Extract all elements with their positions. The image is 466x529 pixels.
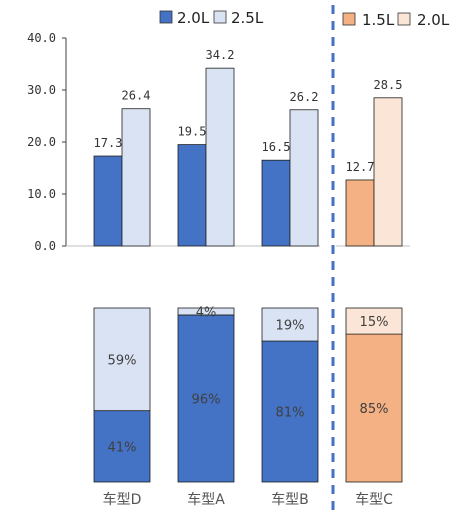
legend-swatch-2.0L (159, 10, 173, 24)
legend-swatch-2.0L-c (397, 12, 411, 26)
stack-bottom-车型D (93, 410, 151, 483)
category-label: 车型B (271, 491, 309, 508)
stack-bottom-车型C (345, 333, 403, 483)
legend-label-2.5L: 2.5L (231, 9, 264, 27)
data-label-车型B-1: 16.5 (262, 140, 291, 154)
data-label-车型B-2: 26.2 (290, 90, 319, 104)
stack-bottom-label-车型C: 85% (360, 402, 389, 417)
y-tick-label: 30.0 (27, 83, 56, 97)
category-label: 车型A (187, 491, 225, 508)
legend-label-2.0L: 2.0L (177, 9, 210, 27)
y-tick-label: 40.0 (27, 31, 56, 45)
stack-top-label-车型A: 4% (196, 305, 217, 320)
bar-车型C-2 (373, 97, 403, 247)
data-label-车型D-1: 17.3 (94, 136, 123, 150)
y-tick-label: 10.0 (27, 187, 56, 201)
stack-top-label-车型D: 59% (108, 353, 137, 368)
stack-bottom-label-车型D: 41% (108, 440, 137, 455)
stack-top-label-车型B: 19% (276, 319, 305, 334)
stack-bottom-label-车型B: 81% (276, 406, 305, 421)
bar-车型A-2 (205, 67, 235, 247)
legend-right: 1.5L 2.0L (342, 11, 450, 29)
data-label-车型D-2: 26.4 (122, 89, 151, 103)
stack-top-车型C (345, 307, 403, 335)
data-label-车型C-2: 28.5 (374, 78, 403, 92)
legend-swatch-2.5L (213, 10, 227, 24)
stack-bottom-label-车型A: 96% (192, 392, 221, 407)
stack-top-label-车型C: 15% (360, 315, 389, 330)
stack-top-车型A (177, 307, 235, 316)
y-axis: 0.0 10.0 20.0 30.0 40.0 (27, 31, 67, 253)
legend-left: 2.0L 2.5L (159, 9, 264, 27)
data-label-车型A-1: 19.5 (178, 125, 207, 139)
bar-车型B-2 (289, 109, 319, 247)
y-tick-label: 20.0 (27, 135, 56, 149)
legend-label-2.0L-c: 2.0L (417, 11, 450, 29)
stack-bottom-车型A (177, 314, 235, 483)
bar-车型B-1 (261, 159, 291, 247)
data-label-车型A-2: 34.2 (206, 48, 235, 62)
bottom-bars: 41% 59% 96% 4% 81% 19% 85% 15% (93, 305, 403, 483)
category-labels: 车型D 车型A 车型B 车型C (103, 491, 393, 508)
stack-bottom-车型B (261, 340, 319, 483)
category-label: 车型D (103, 491, 142, 508)
bar-车型D-1 (93, 155, 123, 247)
data-label-车型C-1: 12.7 (346, 160, 375, 174)
category-label: 车型C (355, 491, 393, 508)
legend-swatch-1.5L (342, 12, 356, 26)
bar-车型D-2 (121, 108, 151, 247)
stack-top-车型D (93, 307, 151, 412)
bar-车型C-1 (345, 179, 375, 247)
bar-车型A-1 (177, 144, 207, 247)
top-bars: 17.3 26.4 19.5 34.2 16.5 26.2 12.7 28.5 (93, 48, 403, 247)
legend-label-1.5L: 1.5L (362, 11, 395, 29)
stack-top-车型B (261, 307, 319, 342)
y-tick-label: 0.0 (34, 239, 56, 253)
